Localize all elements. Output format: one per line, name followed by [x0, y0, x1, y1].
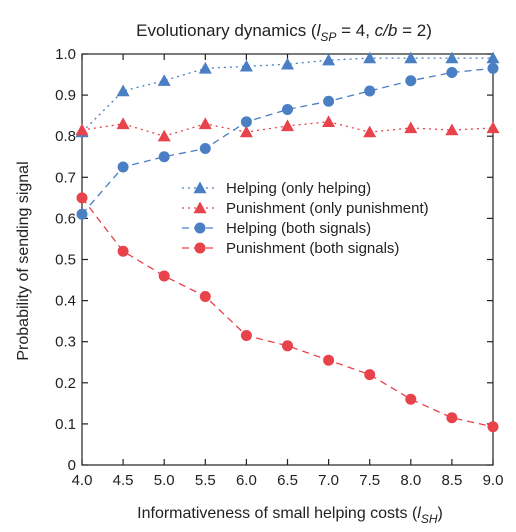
data-point	[486, 121, 500, 134]
legend-marker	[193, 181, 207, 194]
x-tick-label: 7.0	[318, 472, 339, 489]
data-point	[363, 125, 377, 138]
series-3	[76, 62, 499, 220]
data-point	[323, 95, 335, 107]
x-tick-label: 5.5	[195, 472, 216, 489]
data-point	[75, 123, 89, 136]
data-point	[364, 85, 376, 97]
plot-axes: 4.0 4.5 5.0 5.5 6.0 6.5 7.0 7.5 8.0 8.5 9.0 0 0.1 0.2…	[55, 46, 503, 489]
data-point	[282, 103, 293, 115]
data-point	[116, 117, 130, 130]
data-point	[404, 121, 418, 134]
legend-label: Punishment (both signals)	[226, 240, 399, 257]
y-tick-label: 0.7	[55, 169, 76, 186]
legend-label: Helping (only helping)	[226, 180, 371, 197]
legend-marker	[193, 201, 207, 214]
data-point	[76, 192, 88, 204]
x-axis-label: Informativeness of small helping costs (…	[137, 505, 443, 526]
legend-label: Punishment (only punishment)	[226, 200, 429, 217]
data-point	[404, 51, 418, 64]
data-point	[487, 62, 499, 74]
data-point	[117, 245, 129, 257]
series-1	[75, 51, 500, 138]
data-point	[364, 369, 376, 381]
y-axis-label: Probability of sending signal	[15, 161, 32, 360]
legend-label: Helping (both signals)	[226, 220, 371, 237]
y-tick-label: 0.2	[55, 375, 76, 392]
data-point	[240, 330, 252, 342]
x-tick-label: 6.0	[236, 472, 257, 489]
y-tick-label: 0.3	[55, 334, 76, 351]
data-point	[239, 59, 253, 72]
data-point	[405, 75, 417, 87]
data-point	[199, 143, 211, 155]
data-point	[116, 84, 130, 97]
data-point	[198, 117, 212, 130]
data-point	[76, 208, 88, 220]
data-point	[322, 115, 336, 128]
y-tick-label: 0.8	[55, 128, 76, 145]
legend-entry-2: Punishment (only punishment)	[182, 200, 429, 217]
data-point	[486, 51, 500, 64]
x-tick-label: 8.0	[400, 472, 421, 489]
x-tick-label: 6.5	[277, 472, 298, 489]
data-point	[239, 125, 253, 138]
data-point	[323, 354, 335, 366]
series-4	[76, 192, 499, 433]
data-point	[446, 412, 458, 424]
x-tick-label: 9.0	[483, 472, 504, 489]
data-point	[487, 421, 499, 433]
y-tick-label: 0.1	[55, 416, 76, 433]
x-tick-label: 4.5	[113, 472, 134, 489]
data-point	[157, 129, 171, 142]
y-tick-label: 0.5	[55, 252, 76, 269]
data-point	[363, 51, 377, 64]
data-point	[158, 270, 170, 282]
data-point	[198, 61, 212, 74]
data-point	[445, 51, 459, 64]
y-tick-label: 0.4	[55, 293, 76, 310]
data-point	[117, 161, 129, 173]
y-tick-label: 0.9	[55, 87, 76, 104]
legend-entry-1: Helping (only helping)	[182, 180, 371, 197]
data-point	[405, 393, 417, 405]
data-point	[445, 123, 459, 136]
y-tick-label: 0	[68, 457, 76, 474]
legend-entry-3: Helping (both signals)	[182, 220, 371, 237]
series-layer	[75, 51, 500, 433]
series-2	[75, 115, 500, 142]
x-tick-label: 7.5	[359, 472, 380, 489]
data-point	[282, 340, 293, 352]
y-tick-label: 1.0	[55, 46, 76, 63]
x-tick-label: 8.5	[441, 472, 462, 489]
chart-title: Evolutionary dynamics (lSP = 4, c/b = 2)	[136, 21, 432, 44]
data-point	[281, 57, 294, 70]
series-line	[81, 67, 494, 215]
data-point	[322, 53, 336, 66]
data-point	[446, 66, 458, 78]
data-point	[281, 119, 294, 132]
y-tick-label: 0.6	[55, 210, 76, 227]
data-point	[157, 74, 171, 86]
series-line	[81, 197, 494, 428]
data-point	[240, 116, 252, 128]
x-tick-label: 4.0	[72, 472, 93, 489]
legend-marker	[194, 242, 206, 254]
legend: Helping (only helping) Punishment (only p…	[182, 180, 429, 257]
plot-frame	[81, 53, 494, 466]
legend-marker	[194, 222, 206, 234]
legend-entry-4: Punishment (both signals)	[182, 240, 399, 257]
x-tick-label: 5.0	[154, 472, 175, 489]
data-point	[158, 151, 170, 163]
data-point	[199, 290, 211, 302]
